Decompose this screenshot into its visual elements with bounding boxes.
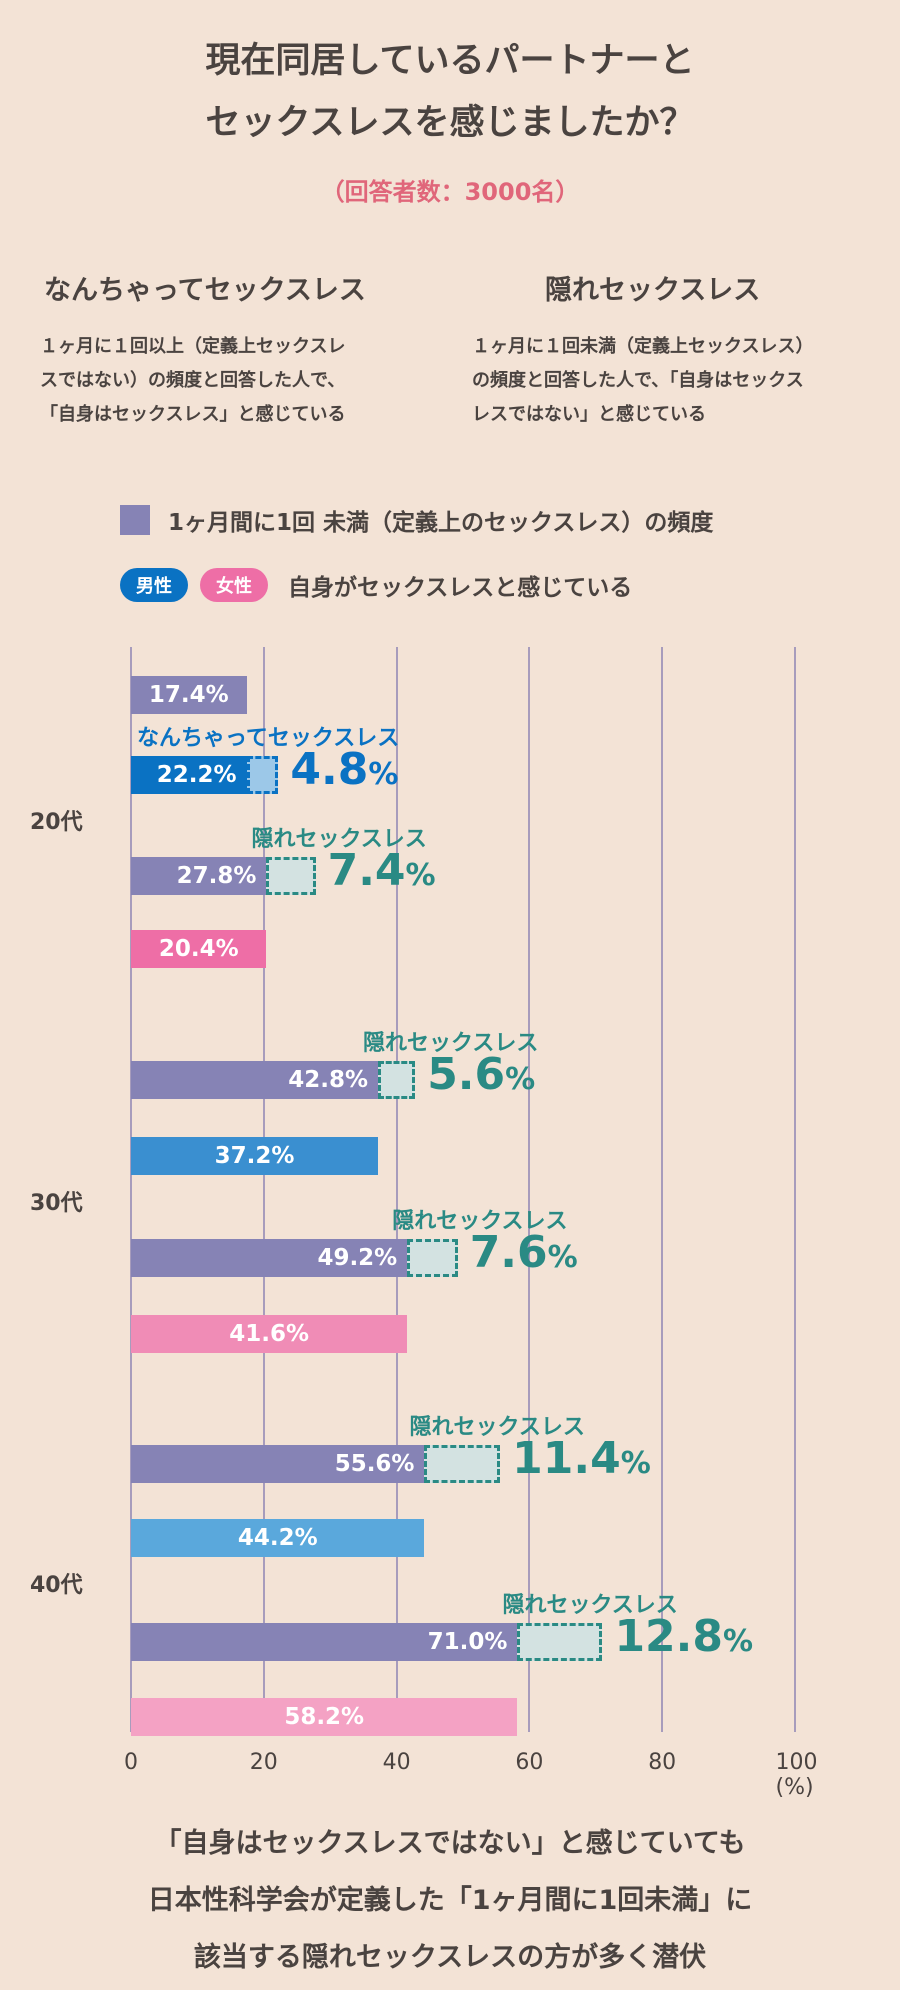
dashed-segment xyxy=(246,756,279,794)
legend-female: 女性 xyxy=(200,568,268,602)
legend-purple: 1ヶ月間に1回 未満（定義上のセックスレス）の頻度 xyxy=(120,503,713,537)
bar xyxy=(131,1519,425,1557)
bar xyxy=(131,1445,425,1483)
gridline xyxy=(528,647,531,1732)
bar-value-label: 20.4% xyxy=(158,936,239,962)
bar xyxy=(131,857,267,895)
title-line-2: セックスレスを感じましたか？ xyxy=(205,103,695,143)
gridline xyxy=(661,647,664,1732)
annotation-label: 隠れセックスレス xyxy=(251,827,427,852)
annotation-label: 隠れセックスレス xyxy=(392,1209,568,1234)
legend-swatch-purple xyxy=(120,505,150,535)
bar xyxy=(131,1698,518,1736)
dashed-segment xyxy=(407,1239,458,1277)
group-label: 30代 xyxy=(30,1191,83,1216)
bar-value-label: 42.8% xyxy=(288,1067,369,1093)
annotation-value: 11.4% xyxy=(512,1433,651,1484)
legend-self-label: 自身がセックスレスと感じている xyxy=(288,575,633,601)
bar xyxy=(131,1239,408,1277)
x-tick-label: 20 xyxy=(249,1750,278,1775)
x-tick-label: 100 (%) xyxy=(775,1750,818,1800)
bar-value-label: 22.2% xyxy=(156,762,237,788)
bar-value-label: 44.2% xyxy=(237,1525,318,1551)
legend-self: 男性 女性 自身がセックスレスと感じている xyxy=(120,568,632,602)
annotation-value: 7.6% xyxy=(469,1227,578,1278)
bar-value-label: 58.2% xyxy=(284,1704,365,1730)
definition-heading-hidden: 隠れセックスレス xyxy=(545,275,761,306)
annotation-value: 7.4% xyxy=(327,845,436,896)
definition-text-nanchatte: １ヶ月に１回以上（定義上セックスレ スではない）の頻度と回答した人で、 「自身はセッ… xyxy=(40,336,346,425)
title-line-1: 現在同居しているパートナーと xyxy=(205,41,695,81)
dashed-segment xyxy=(378,1061,416,1099)
gridline xyxy=(130,647,132,1732)
bar xyxy=(131,1061,378,1099)
bar-value-label: 37.2% xyxy=(214,1143,295,1169)
x-tick-label: 80 xyxy=(648,1750,677,1775)
x-tick-label: 60 xyxy=(515,1750,544,1775)
annotation-value: 12.8% xyxy=(614,1611,754,1662)
bar-value-label: 41.6% xyxy=(229,1321,309,1347)
bar-value-label: 17.4% xyxy=(148,682,229,708)
definition-heading-nanchatte: なんちゃってセックスレス xyxy=(44,275,366,306)
dashed-segment xyxy=(517,1623,603,1661)
gridline xyxy=(395,647,398,1732)
bar-value-label: 27.8% xyxy=(176,863,257,889)
conclusion: 「自身はセックスレスではない」と感じていても 日本性科学会が定義した「1ヶ月間に1… xyxy=(147,1828,753,1973)
group-label: 20代 xyxy=(30,810,83,835)
dashed-segment xyxy=(424,1445,501,1483)
bar-value-label: 71.0% xyxy=(427,1629,508,1655)
x-tick-label: 40 xyxy=(382,1750,411,1775)
bar xyxy=(131,930,267,968)
page-title: 現在同居しているパートナーと セックスレスを感じましたか？ xyxy=(0,30,900,154)
legend-male: 男性 xyxy=(120,568,188,602)
bar-value-label: 55.6% xyxy=(334,1451,415,1477)
respondent-count: （回答者数：3000名） xyxy=(320,178,580,206)
annotation-value: 4.8% xyxy=(290,744,399,795)
group-label: 40代 xyxy=(30,1573,83,1598)
bar xyxy=(131,756,247,794)
bar xyxy=(131,1315,408,1353)
bar-value-label: 49.2% xyxy=(317,1245,398,1271)
bar xyxy=(131,1623,518,1661)
dashed-segment xyxy=(266,857,316,895)
annotation-label: なんちゃってセックスレス xyxy=(137,726,400,751)
definition-text-hidden: １ヶ月に１回未満（定義上セックスレス） の頻度と回答した人で、「自身はセックス レス… xyxy=(472,336,814,425)
x-tick-label: 0 xyxy=(124,1750,138,1775)
annotation-label: 隠れセックスレス xyxy=(363,1031,539,1056)
gridline xyxy=(262,647,265,1732)
annotation-label: 隠れセックスレス xyxy=(502,1593,678,1618)
gridline xyxy=(794,647,796,1732)
annotation-value: 5.6% xyxy=(427,1049,536,1100)
bar xyxy=(131,676,247,714)
bar xyxy=(131,1137,378,1175)
annotation-label: 隠れセックスレス xyxy=(409,1415,585,1440)
